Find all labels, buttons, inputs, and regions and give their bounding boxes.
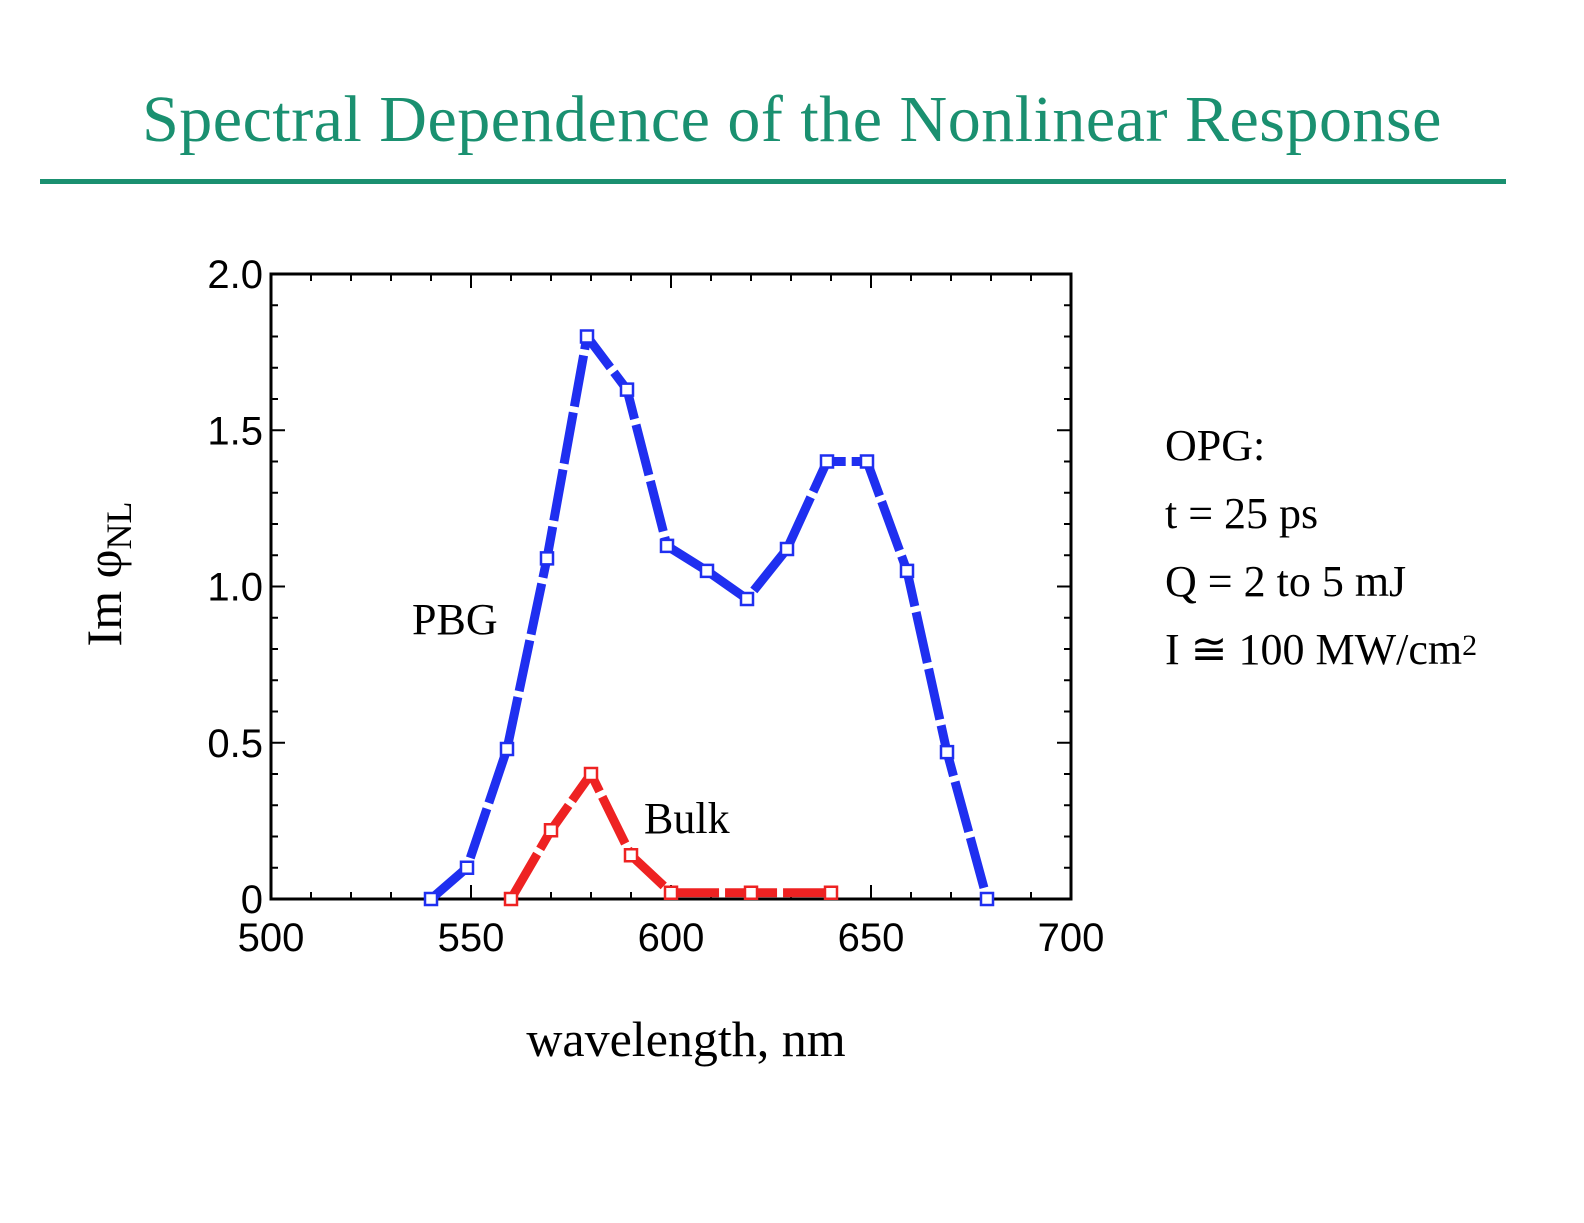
data-point-pbg (859, 454, 875, 469)
notes-line-pulse-duration: t = 25 ps (1165, 489, 1319, 538)
x-tick-label: 500 (238, 916, 305, 960)
data-point-pbg (619, 382, 635, 397)
data-point-pbg (939, 744, 955, 760)
x-tick-label: 700 (1038, 916, 1105, 960)
x-tick-label: 650 (838, 916, 905, 960)
y-tick-label: 1.0 (207, 566, 263, 610)
svg-text:Im φNL: Im φNL (76, 502, 139, 647)
y-tick-label: 0.5 (207, 722, 263, 766)
y-tick-label: 1.5 (207, 409, 263, 453)
data-point-pbg (423, 891, 439, 907)
y-axis-title-subscript: NL (99, 502, 139, 550)
data-point-pbg (819, 454, 835, 469)
data-point-bulk (583, 766, 599, 782)
data-point-pbg (539, 551, 555, 566)
intensity-value: I ≅ 100 MW/cm (1165, 625, 1463, 674)
axis-ticks (270, 273, 1072, 900)
data-point-bulk (823, 885, 839, 900)
data-point-bulk (543, 823, 559, 838)
series-markers (423, 329, 995, 907)
y-tick-label: 0 (241, 878, 263, 922)
y-tick-label: 2.0 (207, 253, 263, 297)
notes-line-opg: OPG: (1165, 421, 1266, 470)
series-label-pbg: PBG (412, 595, 498, 644)
data-point-pbg (899, 563, 915, 579)
experiment-notes: OPG: t = 25 ps Q = 2 to 5 mJ I ≅ 100 MW/… (1165, 412, 1477, 684)
y-axis-title-main: Im φ (76, 550, 132, 647)
data-point-pbg (979, 891, 995, 907)
data-point-pbg (699, 563, 715, 579)
y-axis-title: Im φNL (76, 502, 139, 647)
data-point-pbg (659, 538, 675, 554)
notes-line-intensity: I ≅ 100 MW/cm2 (1165, 616, 1477, 684)
series-line-pbg (428, 332, 992, 903)
x-tick-labels: 500 550 600 650 700 (238, 916, 1105, 960)
x-tick-label: 600 (638, 916, 705, 960)
title-divider (40, 179, 1506, 184)
series-label-bulk: Bulk (644, 794, 730, 843)
x-axis-title: wavelength, nm (526, 1011, 845, 1067)
intensity-exponent: 2 (1462, 629, 1478, 662)
slide-title: Spectral Dependence of the Nonlinear Res… (142, 83, 1442, 156)
data-point-pbg (459, 860, 475, 875)
data-point-bulk (623, 848, 639, 863)
y-tick-labels: 0 0.5 1.0 1.5 2.0 (207, 253, 263, 922)
data-point-pbg (739, 591, 755, 607)
notes-line-energy: Q = 2 to 5 mJ (1165, 557, 1407, 606)
data-point-pbg (779, 541, 795, 557)
data-point-bulk (743, 885, 759, 900)
data-point-pbg (499, 741, 515, 757)
x-tick-label: 550 (438, 916, 505, 960)
data-point-pbg (579, 329, 595, 344)
data-point-bulk (663, 885, 679, 900)
data-point-bulk (503, 891, 519, 907)
